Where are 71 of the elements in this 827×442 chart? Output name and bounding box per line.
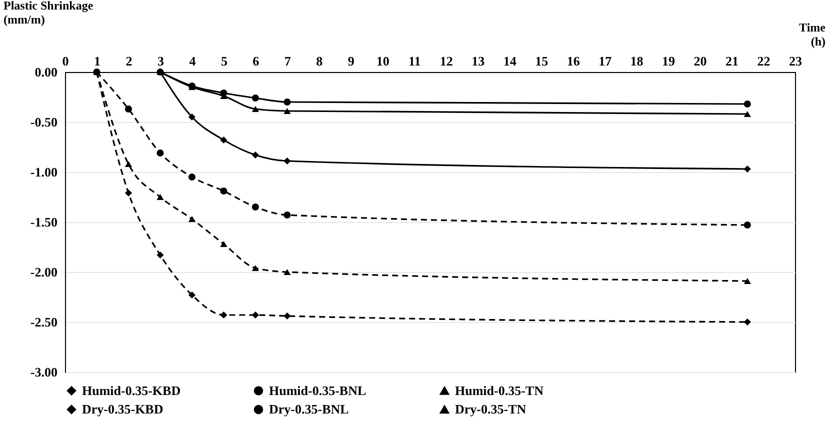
x-tick-label: 1	[94, 54, 100, 68]
legend-label: Dry-0.35-BNL	[269, 402, 350, 416]
point	[124, 160, 132, 168]
point	[744, 221, 751, 229]
point	[156, 251, 164, 259]
x-tick-label: 13	[472, 54, 486, 68]
x-tick-label: 23	[789, 54, 802, 68]
y-tick-label: -0.50	[30, 114, 58, 130]
legend-label: Humid-0.35-BNL	[269, 382, 366, 398]
legend-label: Dry-0.35-KBD	[82, 402, 164, 416]
y-tick-label: -2.00	[30, 264, 58, 280]
point	[284, 157, 291, 165]
y-tick-label: 0.00	[34, 64, 58, 80]
point	[744, 110, 751, 118]
point	[252, 151, 259, 159]
x-axis-title: Time (h)	[799, 20, 826, 48]
point	[284, 108, 291, 114]
point	[284, 312, 291, 320]
point	[284, 98, 291, 106]
point	[252, 264, 259, 272]
point	[156, 149, 164, 157]
point	[188, 291, 196, 299]
point	[124, 189, 132, 197]
y-tick-label: -2.50	[30, 314, 58, 330]
y-tick-label: -1.50	[30, 214, 58, 230]
x-tick-label: 0	[62, 54, 69, 68]
point	[284, 211, 291, 219]
x-tick-label: 18	[630, 54, 644, 68]
point	[284, 268, 291, 276]
point	[220, 136, 228, 144]
point	[220, 187, 228, 195]
y-tick-label: -1.00	[30, 164, 58, 180]
x-tick-label: 10	[376, 54, 390, 68]
legend-label: Humid-0.35-TN	[455, 382, 544, 398]
point	[124, 105, 132, 113]
y-axis-title: Plastic Shrinkage (mm/m)	[4, 0, 94, 26]
x-tick-label: 16	[566, 54, 580, 68]
point	[156, 194, 164, 200]
legend-label: Dry-0.35-TN	[455, 402, 527, 416]
point	[252, 203, 259, 211]
x-tick-label: 5	[220, 54, 228, 68]
point	[744, 318, 751, 326]
x-tick-label: 14	[503, 54, 517, 68]
point	[744, 100, 751, 108]
x-tick-label: 17	[598, 54, 612, 68]
x-tick-label: 15	[535, 54, 549, 68]
x-tick-label: 8	[316, 54, 324, 68]
point	[744, 165, 751, 173]
legend-label: Humid-0.35-KBD	[82, 382, 181, 398]
x-tick-label: 2	[126, 54, 132, 68]
x-tick-label: 11	[408, 54, 421, 68]
point	[252, 311, 259, 319]
x-tick-label: 12	[440, 54, 453, 68]
point	[252, 94, 259, 102]
x-tick-label: 6	[252, 54, 260, 68]
point	[188, 113, 196, 121]
point	[188, 216, 196, 222]
point	[220, 311, 228, 319]
x-tick-label: 7	[284, 54, 292, 68]
point	[252, 106, 259, 112]
x-tick-label: 9	[348, 54, 355, 68]
point	[188, 173, 196, 181]
point	[744, 278, 751, 284]
x-tick-label: 21	[726, 54, 739, 68]
x-tick-label: 4	[189, 54, 196, 68]
point	[220, 240, 228, 248]
x-tick-label: 19	[662, 54, 676, 68]
x-tick-label: 20	[694, 54, 707, 68]
x-tick-label: 3	[157, 54, 164, 68]
y-tick-label: -3.00	[30, 364, 58, 380]
x-tick-label: 22	[757, 54, 770, 68]
